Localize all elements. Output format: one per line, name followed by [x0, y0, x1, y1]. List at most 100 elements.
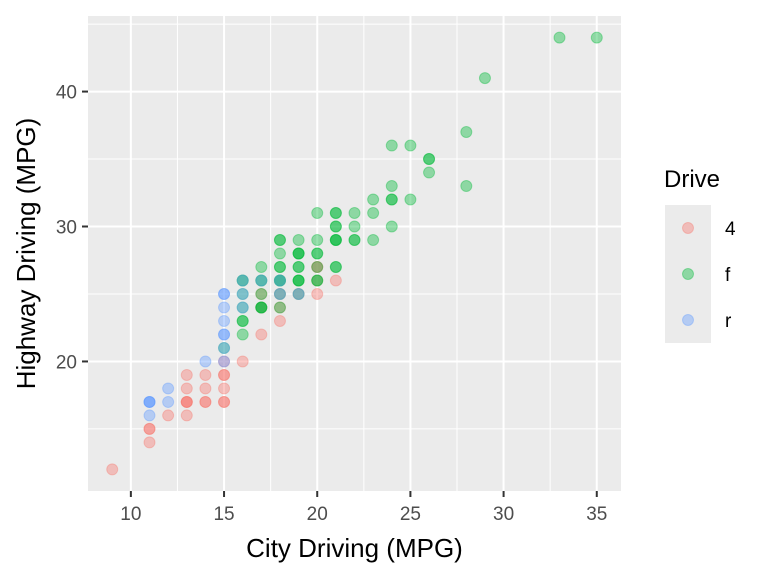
data-point-4	[162, 409, 175, 422]
data-point-4	[311, 287, 324, 300]
data-point-r	[143, 395, 156, 408]
data-point-4	[180, 368, 193, 381]
data-point-f	[423, 153, 436, 166]
data-point-f	[273, 287, 286, 300]
legend-label-r: r	[725, 311, 732, 332]
data-point-r	[273, 287, 286, 300]
data-point-f	[311, 260, 324, 273]
data-point-r	[218, 287, 231, 300]
data-point-f	[329, 234, 342, 247]
data-point-4	[180, 395, 193, 408]
data-point-4	[143, 422, 156, 435]
legend-key-background	[665, 205, 711, 343]
minor-gridlines	[88, 16, 621, 491]
data-point-f	[273, 260, 286, 273]
data-point-f	[273, 274, 286, 287]
x-tick-label: 15	[213, 504, 234, 525]
data-point-f	[590, 31, 603, 44]
data-point-f	[292, 247, 305, 260]
x-tick-label: 10	[120, 504, 141, 525]
data-point-4	[199, 382, 212, 395]
data-point-r	[218, 314, 231, 327]
data-point-f	[273, 274, 286, 287]
y-tick-label: 40	[56, 83, 77, 104]
data-point-4	[218, 368, 231, 381]
data-point-f	[423, 153, 436, 166]
data-point-f	[460, 126, 473, 139]
data-point-f	[404, 193, 417, 206]
data-point-f	[255, 301, 268, 314]
data-point-4	[255, 301, 268, 314]
data-point-r	[236, 274, 249, 287]
data-point-f	[329, 234, 342, 247]
data-point-f	[292, 287, 305, 300]
data-point-f	[385, 193, 398, 206]
data-point-4	[180, 409, 193, 422]
data-point-4	[180, 395, 193, 408]
x-axis-title: City Driving (MPG)	[246, 533, 463, 563]
data-point-f	[385, 139, 398, 152]
data-point-4	[218, 395, 231, 408]
data-point-f	[292, 247, 305, 260]
data-point-f	[255, 274, 268, 287]
data-point-4	[199, 395, 212, 408]
data-point-4	[255, 287, 268, 300]
y-tick-label: 30	[56, 218, 77, 239]
data-point-4	[218, 395, 231, 408]
data-point-4	[311, 260, 324, 273]
data-point-f	[329, 207, 342, 220]
data-point-f	[329, 234, 342, 247]
data-point-f	[236, 274, 249, 287]
data-point-f	[385, 193, 398, 206]
data-point-f	[292, 274, 305, 287]
y-axis: 20 30 40	[56, 83, 88, 373]
data-point-f	[255, 274, 268, 287]
x-tick-label: 20	[307, 504, 328, 525]
data-point-4	[236, 355, 249, 368]
data-point-r	[162, 382, 175, 395]
data-point-f	[348, 207, 361, 220]
data-point-f	[236, 314, 249, 327]
x-tick-label: 25	[400, 504, 421, 525]
data-point-4	[180, 382, 193, 395]
data-point-f	[273, 247, 286, 260]
legend-key-r	[682, 314, 694, 326]
data-point-f	[311, 247, 324, 260]
data-point-r	[218, 328, 231, 341]
data-point-4	[273, 287, 286, 300]
data-point-f	[404, 139, 417, 152]
data-point-f	[348, 234, 361, 247]
data-point-r	[162, 395, 175, 408]
data-point-f	[236, 287, 249, 300]
data-point-f	[329, 207, 342, 220]
data-point-4	[311, 274, 324, 287]
legend-label-4: 4	[725, 219, 736, 240]
data-point-r	[218, 287, 231, 300]
data-point-f	[385, 180, 398, 193]
data-point-r	[218, 355, 231, 368]
data-point-4	[143, 436, 156, 449]
data-point-f	[311, 274, 324, 287]
y-tick-label: 20	[56, 352, 77, 373]
legend-key-f	[682, 268, 694, 280]
data-point-4	[273, 314, 286, 327]
data-point-f	[218, 341, 231, 354]
data-point-r	[236, 287, 249, 300]
data-point-r	[199, 355, 212, 368]
data-point-f	[292, 260, 305, 273]
data-point-f	[273, 301, 286, 314]
data-point-r	[273, 274, 286, 287]
data-point-4	[143, 422, 156, 435]
legend-key-4	[682, 222, 694, 234]
x-tick-label: 30	[493, 504, 514, 525]
data-point-4	[180, 395, 193, 408]
data-point-f	[236, 301, 249, 314]
data-point-4	[218, 382, 231, 395]
data-point-f	[553, 31, 566, 44]
data-point-f	[348, 234, 361, 247]
data-point-f	[329, 260, 342, 273]
data-point-r	[143, 395, 156, 408]
data-point-f	[385, 220, 398, 233]
